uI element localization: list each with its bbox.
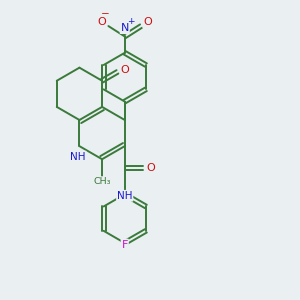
Text: O: O (143, 17, 152, 28)
Text: F: F (122, 239, 128, 250)
Text: −: − (101, 9, 110, 19)
Text: +: + (128, 16, 135, 26)
Text: N: N (121, 23, 129, 33)
Text: O: O (120, 65, 129, 75)
Text: NH: NH (117, 191, 133, 201)
Text: NH: NH (70, 152, 86, 161)
Text: O: O (98, 17, 106, 28)
Text: CH₃: CH₃ (93, 177, 111, 186)
Text: O: O (146, 164, 155, 173)
